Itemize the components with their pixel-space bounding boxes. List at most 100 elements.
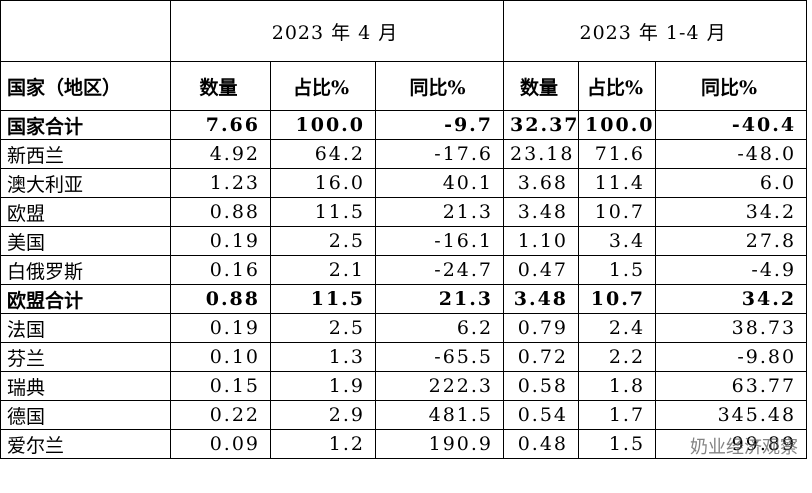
cell: 190.9 (374, 429, 505, 459)
cell: 21.3 (374, 197, 505, 227)
cell: -4.9 (655, 255, 808, 285)
cell: 0.19 (170, 226, 271, 256)
cell: 2.1 (270, 255, 376, 285)
table-row: 白俄罗斯 0.16 2.1 -24.7 0.47 1.5 -4.9 (0, 255, 808, 285)
cell: 38.73 (655, 313, 808, 343)
cell: 0.15 (170, 371, 271, 401)
cell: 2.5 (270, 226, 376, 256)
cell: -16.1 (374, 226, 505, 256)
cell: 2.2 (578, 342, 657, 372)
table-row: 德国 0.22 2.9 481.5 0.54 1.7 345.48 (0, 400, 808, 430)
table-row: 新西兰 4.92 64.2 -17.6 23.18 71.6 -48.0 (0, 139, 808, 169)
corner-cell (0, 0, 171, 62)
cell: 0.48 (503, 429, 580, 459)
column-header: 占比% (578, 61, 657, 111)
cell: 2.9 (270, 400, 376, 430)
row-label: 瑞典 (0, 371, 171, 401)
cell: 0.47 (503, 255, 580, 285)
cell: 1.5 (578, 429, 657, 459)
column-row: 国家（地区） 数量 占比% 同比% 数量 占比% 同比% (0, 61, 808, 111)
cell: 23.18 (503, 139, 580, 169)
cell: 11.4 (578, 168, 657, 198)
cell: -40.4 (655, 110, 808, 140)
cell: 0.88 (170, 197, 271, 227)
cell: -9.80 (655, 342, 808, 372)
cell: 6.0 (655, 168, 808, 198)
period-row: 2023 年 4 月 2023 年 1-4 月 (0, 0, 808, 62)
table-row: 国家合计 7.66 100.0 -9.7 32.37 100.0 -40.4 (0, 110, 808, 140)
cell: 1.3 (270, 342, 376, 372)
cell: 1.9 (270, 371, 376, 401)
row-label: 美国 (0, 226, 171, 256)
cell: 10.7 (578, 284, 657, 314)
cell: 0.88 (170, 284, 271, 314)
cell: 3.48 (503, 197, 580, 227)
row-label: 欧盟合计 (0, 284, 171, 314)
row-label: 芬兰 (0, 342, 171, 372)
row-label: 爱尔兰 (0, 429, 171, 459)
cell: 27.8 (655, 226, 808, 256)
column-header: 数量 (170, 61, 271, 111)
column-header: 国家（地区） (0, 61, 171, 111)
cell: 1.7 (578, 400, 657, 430)
cell: 0.16 (170, 255, 271, 285)
cell: 21.3 (374, 284, 505, 314)
cell: 11.5 (270, 284, 376, 314)
cell: 63.77 (655, 371, 808, 401)
cell: -9.7 (374, 110, 505, 140)
cell: 4.92 (170, 139, 271, 169)
cell: 3.4 (578, 226, 657, 256)
cell: 3.68 (503, 168, 580, 198)
cell: 0.22 (170, 400, 271, 430)
row-label: 白俄罗斯 (0, 255, 171, 285)
column-header: 数量 (503, 61, 580, 111)
cell: 100.0 (578, 110, 657, 140)
table-row: 法国 0.19 2.5 6.2 0.79 2.4 38.73 (0, 313, 808, 343)
table-row: 澳大利亚 1.23 16.0 40.1 3.68 11.4 6.0 (0, 168, 808, 198)
data-table: 2023 年 4 月 2023 年 1-4 月 国家（地区） 数量 占比% 同比% 数量… (0, 0, 808, 459)
cell: 1.5 (578, 255, 657, 285)
cell: -65.5 (374, 342, 505, 372)
column-header: 占比% (270, 61, 376, 111)
table-row: 美国 0.19 2.5 -16.1 1.10 3.4 27.8 (0, 226, 808, 256)
cell: 34.2 (655, 284, 808, 314)
cell: 0.79 (503, 313, 580, 343)
cell: -17.6 (374, 139, 505, 169)
table-row: 欧盟 0.88 11.5 21.3 3.48 10.7 34.2 (0, 197, 808, 227)
cell: 32.37 (503, 110, 580, 140)
cell: 10.7 (578, 197, 657, 227)
cell: 345.48 (655, 400, 808, 430)
cell: -24.7 (374, 255, 505, 285)
column-header: 同比% (655, 61, 808, 111)
cell: 1.10 (503, 226, 580, 256)
period-header: 2023 年 4 月 (169, 0, 505, 62)
row-label: 国家合计 (0, 110, 171, 140)
table-row: 爱尔兰 0.09 1.2 190.9 0.48 1.5 99.89 (0, 429, 808, 459)
cell: 0.19 (170, 313, 271, 343)
row-label: 德国 (0, 400, 171, 430)
cell: 2.4 (578, 313, 657, 343)
cell: 222.3 (374, 371, 505, 401)
cell: 3.48 (503, 284, 580, 314)
cell: 0.54 (503, 400, 580, 430)
cell: 0.58 (503, 371, 580, 401)
period-header: 2023 年 1-4 月 (503, 0, 808, 62)
row-label: 澳大利亚 (0, 168, 171, 198)
cell: -48.0 (655, 139, 808, 169)
cell: 16.0 (270, 168, 376, 198)
cell: 0.72 (503, 342, 580, 372)
row-label: 新西兰 (0, 139, 171, 169)
table-row: 瑞典 0.15 1.9 222.3 0.58 1.8 63.77 (0, 371, 808, 401)
cell: 481.5 (374, 400, 505, 430)
cell: 0.09 (170, 429, 271, 459)
row-label: 法国 (0, 313, 171, 343)
cell: 64.2 (270, 139, 376, 169)
table-row: 芬兰 0.10 1.3 -65.5 0.72 2.2 -9.80 (0, 342, 808, 372)
cell: 2.5 (270, 313, 376, 343)
table-row: 欧盟合计 0.88 11.5 21.3 3.48 10.7 34.2 (0, 284, 808, 314)
cell: 99.89 (655, 429, 808, 459)
cell: 1.2 (270, 429, 376, 459)
cell: 0.10 (170, 342, 271, 372)
cell: 1.23 (170, 168, 271, 198)
